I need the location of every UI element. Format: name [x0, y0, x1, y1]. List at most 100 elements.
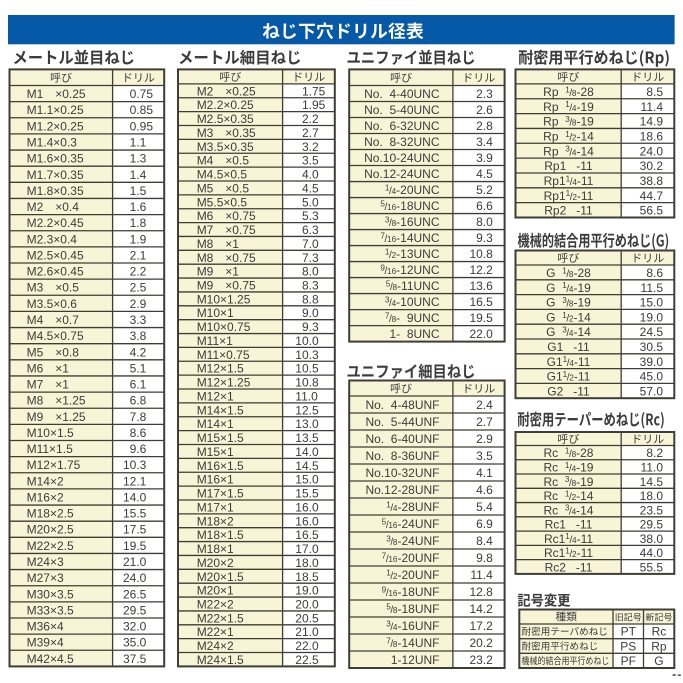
svg-text:Rp2 -11: Rp2 -11 — [544, 204, 593, 218]
svg-text:21.0: 21.0 — [123, 555, 147, 569]
svg-text:10.3: 10.3 — [295, 348, 319, 362]
svg-text:8.2: 8.2 — [646, 446, 663, 460]
svg-text:7/8-14UNF: 7/8-14UNF — [386, 636, 439, 650]
svg-text:M12×1.75: M12×1.75 — [27, 458, 81, 472]
svg-text:16.0: 16.0 — [295, 514, 319, 528]
svg-text:8.5: 8.5 — [646, 85, 663, 99]
svg-text:M3: M3 — [27, 281, 44, 295]
svg-text:30.5: 30.5 — [640, 340, 664, 354]
svg-text:16.5: 16.5 — [469, 295, 493, 309]
svg-text:Rc11/4-11: Rc11/4-11 — [544, 532, 593, 546]
svg-text:×0.75: ×0.75 — [225, 223, 256, 237]
svg-text:9.3: 9.3 — [302, 320, 319, 334]
svg-text:M8: M8 — [27, 394, 44, 408]
svg-text:7/16-20UNF: 7/16-20UNF — [382, 551, 440, 565]
svg-text:1.8: 1.8 — [130, 216, 147, 230]
svg-text:M12×1.25: M12×1.25 — [197, 376, 251, 390]
svg-text:2.4: 2.4 — [476, 398, 493, 412]
svg-text:Rp 1/8-28: Rp 1/8-28 — [543, 85, 594, 99]
svg-text:4.6: 4.6 — [476, 483, 493, 497]
svg-text:10.5: 10.5 — [295, 362, 319, 376]
svg-text:M2.5×0.45: M2.5×0.45 — [27, 248, 84, 262]
svg-text:Rp: Rp — [651, 639, 667, 653]
svg-text:14.9: 14.9 — [640, 115, 664, 129]
svg-text:M22×1.5: M22×1.5 — [197, 611, 244, 625]
svg-text:16.0: 16.0 — [295, 500, 319, 514]
svg-text:No. 5-44UNF: No. 5-44UNF — [365, 415, 439, 429]
svg-text:×0.8: ×0.8 — [55, 345, 79, 359]
svg-text:9/16-18UNF: 9/16-18UNF — [382, 585, 440, 599]
svg-text:No. 8-36UNF: No. 8-36UNF — [365, 449, 439, 463]
svg-text:×1.25: ×1.25 — [55, 394, 86, 408]
svg-text:9.0: 9.0 — [302, 306, 319, 320]
svg-text:1.1: 1.1 — [130, 135, 147, 149]
svg-text:M14×1: M14×1 — [197, 417, 234, 431]
svg-text:M33×3.5: M33×3.5 — [27, 603, 74, 617]
svg-text:Rc1 -11: Rc1 -11 — [545, 518, 593, 532]
svg-text:1/2-13UNC: 1/2-13UNC — [385, 247, 440, 261]
svg-text:M39×4: M39×4 — [27, 636, 64, 650]
svg-text:Rp 1/4-19: Rp 1/4-19 — [543, 100, 594, 114]
svg-text:5.3: 5.3 — [302, 209, 319, 223]
svg-text:PT: PT — [621, 625, 637, 639]
svg-text:×0.4: ×0.4 — [55, 200, 79, 214]
svg-text:M12×1: M12×1 — [197, 389, 234, 403]
svg-text:3.3: 3.3 — [130, 313, 147, 327]
svg-text:16.5: 16.5 — [295, 528, 319, 542]
svg-text:G 1/8-28: G 1/8-28 — [546, 266, 591, 280]
svg-text:M9: M9 — [197, 279, 214, 293]
svg-text:×0.75: ×0.75 — [225, 209, 256, 223]
svg-text:38.8: 38.8 — [640, 174, 664, 188]
svg-text:M3.5×0.6: M3.5×0.6 — [27, 297, 78, 311]
svg-text:17.2: 17.2 — [469, 619, 493, 633]
svg-text:6.6: 6.6 — [476, 199, 493, 213]
svg-text:Rc: Rc — [652, 625, 667, 639]
svg-text:No.12-28UNF: No.12-28UNF — [365, 483, 439, 497]
svg-text:M20×2: M20×2 — [197, 556, 234, 570]
svg-text:22.0: 22.0 — [295, 639, 319, 653]
svg-text:14.0: 14.0 — [295, 445, 319, 459]
svg-text:M11×0.75: M11×0.75 — [197, 348, 250, 362]
svg-text:10.3: 10.3 — [123, 458, 147, 472]
svg-text:M18×1.5: M18×1.5 — [197, 528, 244, 542]
svg-text:M12×1.5: M12×1.5 — [197, 362, 244, 376]
svg-text:1/4-20UNC: 1/4-20UNC — [385, 183, 440, 197]
svg-text:G11/2-11: G11/2-11 — [547, 370, 591, 384]
svg-text:×1: ×1 — [225, 237, 239, 251]
svg-text:M1.6×0.35: M1.6×0.35 — [27, 152, 84, 166]
svg-text:No. 6-32UNC: No. 6-32UNC — [364, 119, 440, 133]
svg-text:23.5: 23.5 — [640, 503, 664, 517]
svg-text:Rc2 -11: Rc2 -11 — [545, 560, 593, 574]
svg-text:5.1: 5.1 — [130, 361, 147, 375]
svg-text:G 1/2-14: G 1/2-14 — [546, 310, 591, 324]
svg-text:M1.2×0.25: M1.2×0.25 — [27, 119, 84, 133]
svg-text:M15×1: M15×1 — [197, 445, 234, 459]
svg-text:11.4: 11.4 — [641, 100, 664, 114]
svg-text:19.5: 19.5 — [469, 311, 493, 325]
svg-text:M6: M6 — [197, 209, 214, 223]
svg-text:M5: M5 — [27, 345, 44, 359]
svg-text:3/4-16UNF: 3/4-16UNF — [386, 619, 439, 633]
svg-text:G: G — [654, 654, 663, 668]
svg-text:11.4: 11.4 — [470, 568, 493, 582]
svg-text:5.0: 5.0 — [302, 195, 319, 209]
svg-text:17.5: 17.5 — [123, 523, 147, 537]
svg-text:×0.25: ×0.25 — [55, 87, 86, 101]
svg-text:No.10-24UNC: No.10-24UNC — [364, 151, 440, 165]
svg-text:M14×2: M14×2 — [27, 474, 64, 488]
svg-text:Rp 1/2-14: Rp 1/2-14 — [543, 129, 594, 143]
svg-text:5/16-24UNF: 5/16-24UNF — [382, 517, 440, 531]
svg-text:M2.6×0.45: M2.6×0.45 — [27, 265, 84, 279]
svg-text:7/16-14UNC: 7/16-14UNC — [380, 231, 439, 245]
svg-text:M1.1×0.25: M1.1×0.25 — [27, 103, 84, 117]
svg-text:M10×1.5: M10×1.5 — [27, 426, 74, 440]
svg-text:G2 -11: G2 -11 — [547, 384, 590, 398]
svg-text:×0.25: ×0.25 — [225, 84, 256, 98]
svg-text:10.8: 10.8 — [295, 376, 319, 390]
svg-text:×0.75: ×0.75 — [225, 251, 256, 265]
svg-text:M27×3: M27×3 — [27, 571, 64, 585]
svg-text:3.9: 3.9 — [476, 151, 493, 165]
svg-text:2.9: 2.9 — [476, 432, 493, 446]
svg-text:M2: M2 — [27, 200, 44, 214]
svg-text:7.3: 7.3 — [302, 251, 319, 265]
